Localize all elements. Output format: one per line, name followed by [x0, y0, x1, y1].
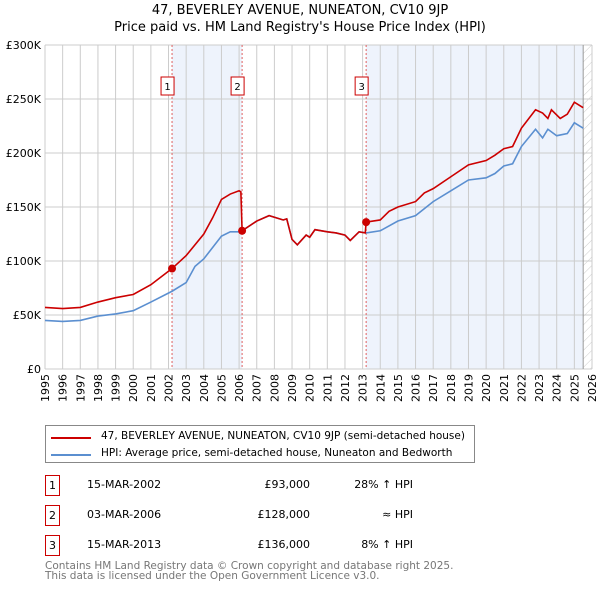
x-tick-label: 2019	[462, 374, 475, 402]
legend-red-line	[51, 437, 91, 439]
x-tick-label: 2006	[233, 374, 246, 402]
x-tick-label: 1998	[92, 374, 105, 402]
transaction-hpi: ≈ HPI	[382, 508, 413, 521]
chart-subtitle: Price paid vs. HM Land Registry's House …	[114, 20, 486, 35]
x-tick-label: 2001	[145, 374, 158, 402]
transaction-row: 1 15-MAR-2002 £93,000 28% ↑ HPI	[45, 475, 445, 496]
y-tick-label: £200K	[6, 147, 42, 160]
x-tick-label: 2020	[480, 374, 493, 402]
transaction-hpi: 28% ↑ HPI	[354, 478, 413, 491]
x-tick-label: 1999	[110, 374, 123, 402]
x-tick-label: 2007	[251, 374, 264, 402]
footer: Contains HM Land Registry data © Crown c…	[45, 560, 454, 582]
x-tick-label: 2008	[268, 374, 281, 402]
x-tick-label: 2021	[498, 374, 511, 402]
y-tick-label: £0	[27, 363, 41, 376]
x-tick-label: 2012	[339, 374, 352, 402]
x-tick-label: 2004	[198, 374, 211, 402]
chart-title: 47, BEVERLEY AVENUE, NUNEATON, CV10 9JP	[151, 3, 449, 18]
x-tick-label: 1996	[57, 374, 70, 402]
x-tick-label: 2023	[533, 374, 546, 402]
legend-hpi: HPI: Average price, semi-detached house,…	[101, 447, 453, 459]
y-tick-label: £300K	[6, 39, 42, 52]
x-tick-label: 2014	[374, 374, 387, 402]
y-tick-label: £100K	[6, 255, 42, 268]
price-chart: 1995 1996 1997 1998 1999 2000 2001 2002 2003 2004…	[6, 39, 599, 402]
x-tick-label: 2016	[410, 374, 423, 402]
x-tick-label: 1995	[39, 374, 52, 402]
transaction-badge: 2	[45, 505, 60, 526]
sale-point	[362, 218, 371, 227]
x-tick-label: 2024	[551, 374, 564, 402]
x-tick-label: 2015	[392, 374, 405, 402]
x-tick-label: 2017	[427, 374, 440, 402]
x-tick-label: 2013	[357, 374, 370, 402]
x-tick-label: 1997	[74, 374, 87, 402]
x-tick-label: 2000	[127, 374, 140, 402]
sale-badge-label: 1	[164, 82, 170, 93]
y-tick-label: £250K	[6, 93, 42, 106]
x-tick-label: 2026	[586, 374, 599, 402]
sale-badge-label: 2	[234, 82, 240, 93]
footer-licence: This data is licensed under the Open Gov…	[45, 570, 380, 582]
x-tick-label: 2003	[180, 374, 193, 402]
sale-badge-label: 3	[358, 82, 364, 93]
legend-blue-line	[51, 454, 91, 456]
x-tick-label: 2005	[215, 374, 228, 402]
x-tick-label: 2018	[445, 374, 458, 402]
transaction-row: 3 15-MAR-2013 £136,000 8% ↑ HPI	[45, 535, 445, 556]
footer-copyright: Contains HM Land Registry data © Crown c…	[45, 560, 454, 572]
x-tick-label: 2025	[568, 374, 581, 402]
transaction-date: 15-MAR-2013	[87, 538, 162, 551]
x-tick-label: 2022	[515, 374, 528, 402]
transaction-badge: 1	[45, 475, 60, 496]
sale-badge	[230, 76, 245, 96]
sale-badge	[354, 76, 369, 96]
x-tick-label: 2011	[321, 374, 334, 402]
transaction-badge: 3	[45, 535, 60, 556]
transaction-price: £128,000	[257, 508, 311, 521]
transaction-date: 15-MAR-2002	[87, 478, 162, 491]
sale-point	[168, 264, 177, 273]
transaction-row: 2 03-MAR-2006 £128,000 ≈ HPI	[45, 505, 445, 526]
transaction-hpi: 8% ↑ HPI	[361, 538, 413, 551]
y-tick-label: £150K	[6, 201, 42, 214]
transaction-price: £136,000	[257, 538, 311, 551]
transaction-date: 03-MAR-2006	[87, 508, 162, 521]
x-tick-label: 2009	[286, 374, 299, 402]
sale-badge	[160, 76, 175, 96]
legend: 47, BEVERLEY AVENUE, NUNEATON, CV10 9JP …	[45, 425, 475, 463]
transaction-price: £93,000	[264, 478, 311, 491]
x-tick-label: 2002	[163, 374, 176, 402]
x-tick-label: 2010	[304, 374, 317, 402]
legend-property: 47, BEVERLEY AVENUE, NUNEATON, CV10 9JP …	[101, 430, 465, 442]
price-paid-line	[44, 101, 584, 310]
sale-point	[238, 226, 247, 235]
y-tick-label: £50K	[13, 309, 42, 322]
